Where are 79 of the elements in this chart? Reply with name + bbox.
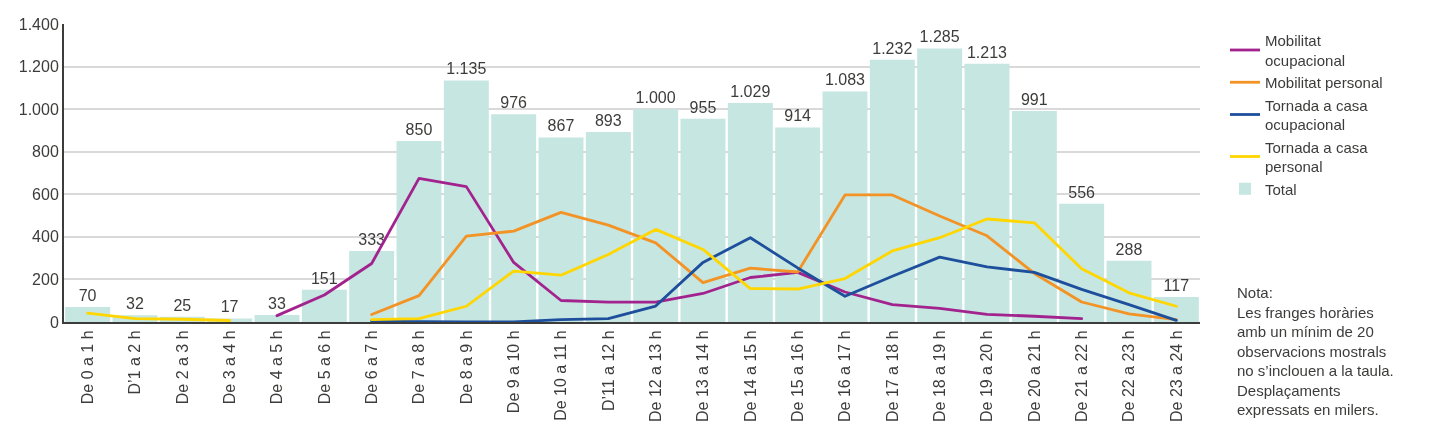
y-tick-label: 200 xyxy=(32,271,59,289)
bar xyxy=(396,141,442,322)
bar xyxy=(301,289,347,322)
x-tick-label: De 14 a 15 h xyxy=(741,330,759,423)
y-tick-label: 1.200 xyxy=(18,58,59,76)
x-tick-label: De 6 a 7 h xyxy=(362,330,380,405)
x-tick-label: De 18 a 19 h xyxy=(930,330,948,423)
data-label: 991 xyxy=(1020,91,1048,109)
y-tick-label: 1.000 xyxy=(18,100,59,118)
x-tick-label: De 8 a 9 h xyxy=(457,330,475,405)
text: Nota: Les franges horàries amb un mínim de 20 observacions mostrals no s’inclouen a la taula. Desplaçaments expressats en milers. xyxy=(1237,284,1394,418)
data-label: 33 xyxy=(268,294,286,312)
data-label: 1.000 xyxy=(635,89,676,107)
x-tick-label: De 17 a 18 h xyxy=(883,330,901,423)
legend-label: Mobilitat personal xyxy=(1264,74,1383,92)
bar xyxy=(349,251,395,322)
bar xyxy=(822,91,868,322)
data-label: 151 xyxy=(310,269,338,287)
bar xyxy=(727,102,773,322)
bar xyxy=(254,314,300,322)
data-label: 288 xyxy=(1115,240,1143,258)
x-tick-label: De 9 a 10 h xyxy=(504,330,522,414)
bar xyxy=(917,48,963,322)
bar xyxy=(443,80,489,322)
y-tick-label: 400 xyxy=(32,228,59,246)
x-tick-label: De 5 a 6 h xyxy=(315,330,333,405)
data-label: 914 xyxy=(784,107,812,125)
legend-label: Tornada a casa ocupacional xyxy=(1264,96,1369,134)
data-label: 1.029 xyxy=(730,82,771,100)
data-label: 17 xyxy=(220,298,239,316)
x-tick-label: De 13 a 14 h xyxy=(694,330,712,423)
x-tick-label: De 21 a 22 h xyxy=(1072,330,1090,423)
data-label: 32 xyxy=(126,295,144,313)
data-label: 556 xyxy=(1068,183,1096,201)
bar xyxy=(633,109,679,322)
data-label: 1.083 xyxy=(824,71,866,89)
bar xyxy=(585,131,631,322)
x-tick-label: De 23 a 24 h xyxy=(1167,330,1185,423)
data-label: 893 xyxy=(594,111,622,129)
x-tick-label: De 22 a 23 h xyxy=(1120,330,1138,423)
x-tick-label: De 16 a 17 h xyxy=(836,330,854,423)
x-tick-label: D’1 a 2 h xyxy=(126,330,144,395)
data-label: 70 xyxy=(78,287,97,305)
bar xyxy=(1011,111,1057,322)
data-label: 117 xyxy=(1163,277,1190,295)
bar xyxy=(1059,203,1105,322)
data-label: 976 xyxy=(500,94,528,112)
data-label: 25 xyxy=(173,296,192,314)
x-tick-label: De 10 a 11 h xyxy=(552,330,570,421)
data-label: 1.213 xyxy=(966,43,1008,61)
legend-label: Tornada a casa personal xyxy=(1264,138,1369,176)
y-tick-label: 0 xyxy=(49,313,59,331)
x-tick-label: De 19 a 20 h xyxy=(978,330,996,423)
legend-label: Mobilitat ocupacional xyxy=(1264,32,1346,69)
data-label: 867 xyxy=(547,117,575,135)
bar xyxy=(491,114,537,322)
data-label: 850 xyxy=(405,121,433,139)
data-label: 1.285 xyxy=(919,28,960,46)
bar xyxy=(964,63,1010,322)
bar xyxy=(680,118,726,322)
x-tick-label: De 12 a 13 h xyxy=(646,330,664,423)
x-tick-label: De 15 a 16 h xyxy=(788,330,806,423)
legend-label: Total xyxy=(1264,180,1297,198)
y-tick-label: 1.400 xyxy=(18,15,59,33)
x-tick-label: De 20 a 21 h xyxy=(1025,330,1043,423)
bar xyxy=(869,59,915,322)
bar xyxy=(538,137,584,322)
x-tick-label: De 0 a 1 h xyxy=(78,330,96,405)
x-tick-label: De 4 a 5 h xyxy=(268,330,286,405)
x-tick-label: D’11 a 12 h xyxy=(599,330,617,412)
x-tick-label: De 7 a 8 h xyxy=(410,330,428,405)
data-label: 955 xyxy=(689,98,717,116)
data-label: 1.232 xyxy=(872,39,913,57)
bar xyxy=(775,127,821,322)
data-label: 1.135 xyxy=(446,60,487,78)
x-tick-label: De 2 a 3 h xyxy=(173,330,191,405)
y-tick-label: 600 xyxy=(32,185,59,203)
x-tick-label: De 3 a 4 h xyxy=(220,330,238,405)
y-tick-label: 800 xyxy=(32,143,59,161)
